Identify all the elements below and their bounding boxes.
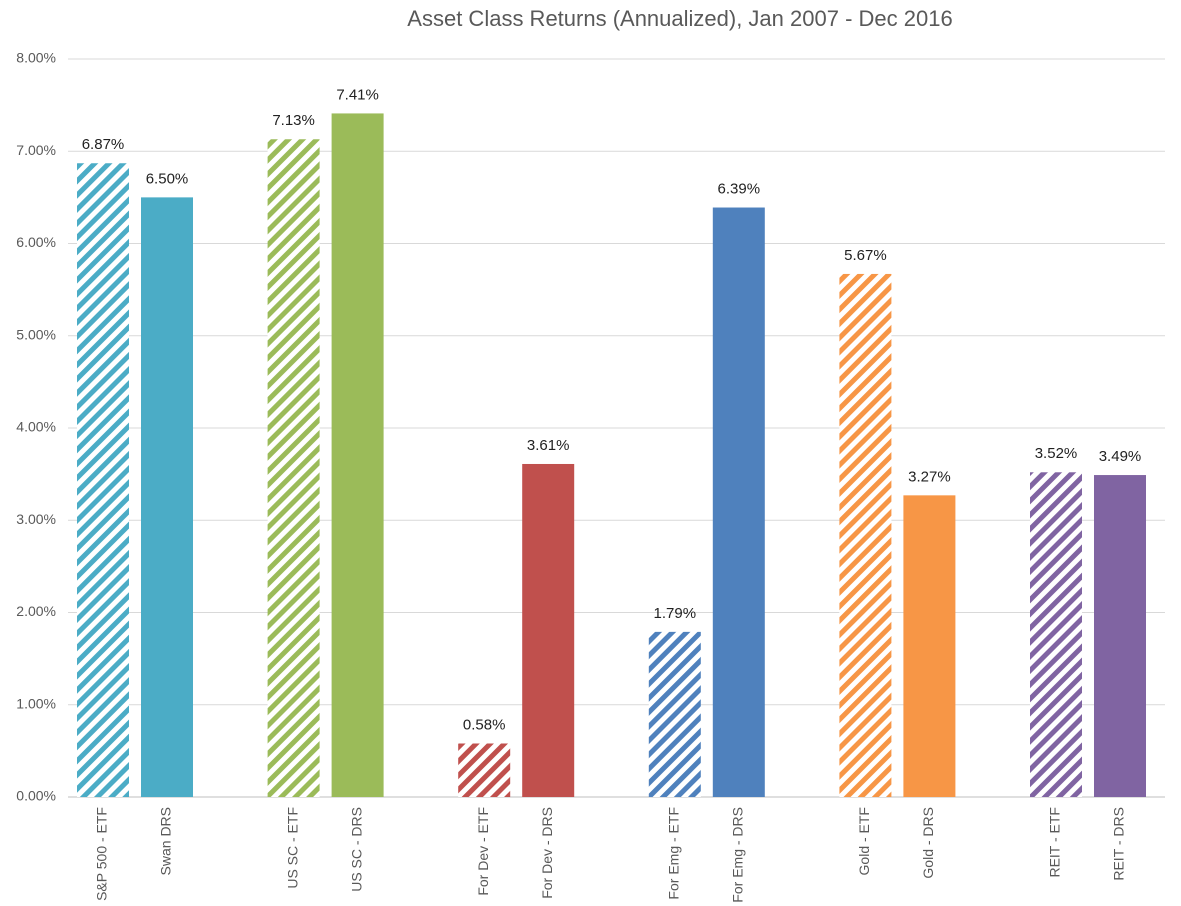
bar xyxy=(77,163,129,797)
bar xyxy=(903,495,956,797)
value-label: 3.27% xyxy=(908,468,951,485)
y-tick-label: 8.00% xyxy=(16,50,56,66)
bar xyxy=(522,463,575,797)
chart-title: Asset Class Returns (Annualized), Jan 20… xyxy=(407,6,952,31)
value-label: 3.49% xyxy=(1099,448,1142,465)
y-tick-label: 2.00% xyxy=(16,603,56,619)
bar xyxy=(458,743,511,797)
value-label: 6.39% xyxy=(718,180,761,197)
bar xyxy=(1094,475,1146,797)
bar xyxy=(1030,472,1082,797)
x-tick-label: For Emg - DRS xyxy=(730,807,746,903)
value-label: 1.79% xyxy=(654,605,697,622)
value-label: 3.61% xyxy=(527,437,570,454)
value-label: 0.58% xyxy=(463,716,506,733)
x-tick-label: US SC - DRS xyxy=(348,807,364,892)
bar xyxy=(331,113,384,798)
value-label: 7.13% xyxy=(272,112,315,129)
x-tick-label: Swan DRS xyxy=(158,807,174,875)
bar xyxy=(141,197,193,797)
value-label: 6.50% xyxy=(146,170,189,187)
bar xyxy=(267,139,320,797)
y-tick-label: 4.00% xyxy=(16,419,56,435)
x-tick-label: REIT - DRS xyxy=(1111,807,1127,881)
y-tick-label: 0.00% xyxy=(16,788,56,804)
bar xyxy=(648,631,701,797)
y-tick-label: 5.00% xyxy=(16,326,56,342)
value-label: 5.67% xyxy=(844,247,887,264)
x-tick-label: For Dev - ETF xyxy=(475,807,491,896)
value-label: 6.87% xyxy=(82,136,125,153)
x-tick-label: Gold - DRS xyxy=(920,807,936,879)
bar xyxy=(839,273,892,797)
y-tick-label: 7.00% xyxy=(16,142,56,158)
value-label: 3.52% xyxy=(1035,445,1078,462)
x-tick-label: US SC - ETF xyxy=(284,807,300,889)
x-tick-label: Gold - ETF xyxy=(856,807,872,875)
bar xyxy=(712,207,765,797)
x-tick-label: REIT - ETF xyxy=(1047,807,1063,878)
value-label: 7.41% xyxy=(336,86,379,103)
y-tick-label: 1.00% xyxy=(16,695,56,711)
y-tick-label: 3.00% xyxy=(16,511,56,527)
x-tick-label: For Dev - DRS xyxy=(539,807,555,899)
x-tick-label: S&P 500 - ETF xyxy=(94,807,110,901)
y-tick-label: 6.00% xyxy=(16,234,56,250)
x-tick-label: For Emg - ETF xyxy=(666,807,682,900)
